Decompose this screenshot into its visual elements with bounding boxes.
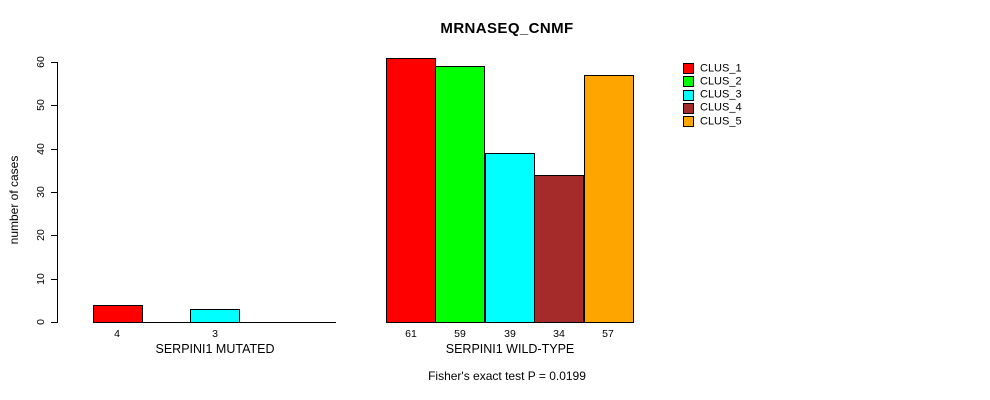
legend-swatch-clus_3 bbox=[683, 90, 694, 101]
bar-value-label: 4 bbox=[114, 328, 120, 340]
group-label: SERPINI1 WILD-TYPE bbox=[445, 342, 575, 356]
y-tick-label: 40 bbox=[34, 143, 47, 155]
y-axis-line bbox=[57, 62, 58, 323]
y-axis-label: number of cases bbox=[7, 155, 21, 245]
legend-label: CLUS_2 bbox=[700, 75, 742, 88]
legend-swatch-clus_4 bbox=[683, 103, 694, 114]
y-axis-tick bbox=[51, 322, 57, 323]
y-axis-tick bbox=[51, 192, 57, 193]
y-axis-tick bbox=[51, 62, 57, 63]
y-axis-tick bbox=[51, 279, 57, 280]
chart-title: MRNASEQ_CNMF bbox=[440, 20, 574, 37]
bar-value-label: 59 bbox=[454, 328, 466, 340]
bar-clus_3 bbox=[190, 309, 240, 323]
bar-value-label: 3 bbox=[212, 328, 218, 340]
bar-clus_1 bbox=[386, 58, 436, 323]
y-tick-label: 50 bbox=[34, 99, 47, 111]
bar-clus_4 bbox=[534, 175, 584, 323]
legend-label: CLUS_5 bbox=[700, 115, 742, 128]
legend-label: CLUS_3 bbox=[700, 88, 742, 101]
bar-value-label: 61 bbox=[405, 328, 417, 340]
bar-clus_2 bbox=[435, 66, 485, 323]
legend-swatch-clus_5 bbox=[683, 116, 694, 127]
bar-value-label: 34 bbox=[553, 328, 565, 340]
y-axis-tick bbox=[51, 149, 57, 150]
y-axis-tick bbox=[51, 235, 57, 236]
legend-swatch-clus_1 bbox=[683, 63, 694, 74]
y-tick-label: 10 bbox=[34, 273, 47, 285]
legend-label: CLUS_4 bbox=[700, 101, 742, 114]
group-label: SERPINI1 MUTATED bbox=[155, 342, 275, 356]
legend-label: CLUS_1 bbox=[700, 62, 742, 75]
fisher-test-footnote: Fisher's exact test P = 0.0199 bbox=[428, 369, 586, 383]
bar-value-label: 39 bbox=[504, 328, 516, 340]
bar-clus_5 bbox=[584, 75, 634, 323]
y-tick-label: 60 bbox=[34, 56, 47, 68]
y-tick-label: 20 bbox=[34, 229, 47, 241]
bar-value-label: 57 bbox=[602, 328, 614, 340]
y-tick-label: 30 bbox=[34, 186, 47, 198]
bar-clus_3 bbox=[485, 153, 535, 323]
bar-clus_1 bbox=[93, 305, 143, 323]
y-tick-label: 0 bbox=[34, 319, 47, 325]
legend-swatch-clus_2 bbox=[683, 76, 694, 87]
y-axis-tick bbox=[51, 105, 57, 106]
